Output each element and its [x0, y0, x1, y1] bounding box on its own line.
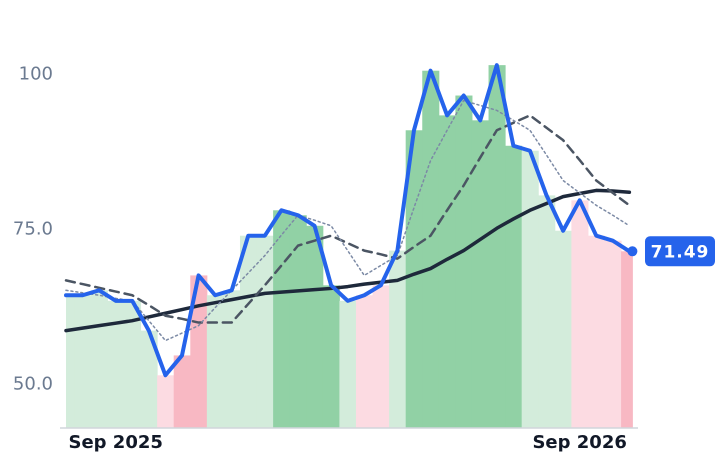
band [90, 290, 108, 428]
value-label-box [645, 236, 715, 267]
band [604, 240, 622, 428]
band [488, 65, 506, 428]
band [505, 145, 523, 428]
band [339, 300, 357, 428]
band [66, 295, 75, 428]
band [322, 285, 340, 428]
band [438, 115, 456, 429]
y-tick-label: 75.0 [13, 219, 53, 240]
band [355, 295, 374, 428]
line [64, 63, 632, 378]
band [471, 120, 490, 428]
band [107, 300, 125, 428]
y-tick-label: 50.0 [13, 374, 53, 395]
band [289, 215, 307, 428]
band [422, 70, 440, 428]
band [140, 330, 158, 428]
band [190, 275, 208, 428]
line [64, 114, 631, 324]
band [273, 210, 291, 428]
band [74, 295, 92, 428]
band [123, 300, 142, 428]
band [521, 150, 539, 428]
band [455, 95, 473, 429]
value-label: 71.49 [651, 242, 710, 262]
band [587, 235, 606, 428]
last-point [627, 246, 638, 257]
band [239, 235, 258, 428]
band [157, 375, 175, 428]
x-tick-label: Sep 2025 [68, 432, 162, 453]
band [389, 250, 407, 428]
line [65, 99, 631, 342]
band [372, 285, 390, 428]
y-tick-label: 100 [19, 63, 53, 84]
band [306, 225, 324, 428]
band [538, 195, 556, 428]
band [405, 130, 423, 428]
band [571, 200, 589, 428]
band [256, 235, 274, 428]
x-tick-label: Sep 2026 [532, 432, 626, 453]
band [206, 295, 224, 428]
band [223, 290, 241, 428]
line [64, 188, 632, 333]
band [621, 251, 633, 428]
band [554, 230, 572, 428]
band [173, 355, 191, 428]
